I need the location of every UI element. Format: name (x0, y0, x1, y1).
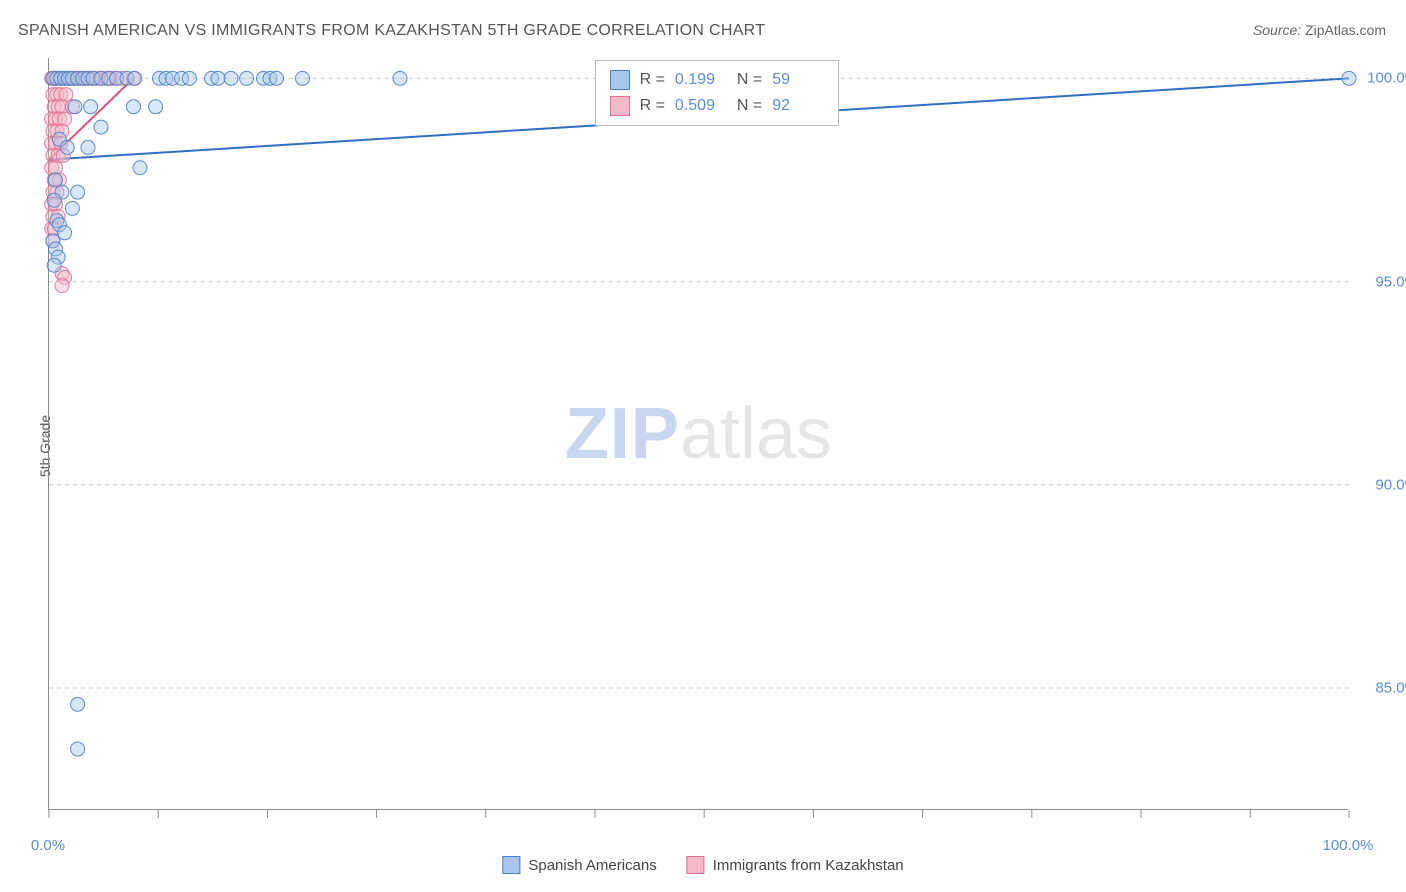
legend-label: Immigrants from Kazakhstan (713, 857, 904, 874)
legend-swatch (687, 856, 705, 874)
chart-svg (49, 58, 1348, 809)
source-label: Source: (1253, 22, 1301, 38)
y-tick-label: 85.0% (1375, 680, 1406, 697)
stat-n-value: 59 (772, 67, 824, 93)
x-tick-label: 100.0% (1323, 837, 1374, 854)
stat-n-value: 92 (772, 93, 824, 119)
stat-r-value: 0.199 (675, 67, 727, 93)
legend-bottom: Spanish Americans Immigrants from Kazakhs… (502, 856, 903, 874)
legend-item-kazakhstan: Immigrants from Kazakhstan (687, 856, 904, 874)
stat-swatch (610, 96, 630, 116)
stat-row-kazakhstan: R = 0.509 N = 92 (610, 93, 825, 119)
legend-swatch (502, 856, 520, 874)
stat-swatch (610, 70, 630, 90)
correlation-stat-box: R = 0.199 N = 59 R = 0.509 N = 92 (595, 60, 840, 126)
source-attribution: Source: ZipAtlas.com (1253, 22, 1386, 38)
stat-r-label: R = (640, 93, 665, 119)
y-tick-label: 90.0% (1375, 476, 1406, 493)
legend-item-spanish: Spanish Americans (502, 856, 656, 874)
stat-r-value: 0.509 (675, 93, 727, 119)
plot-area: ZIPatlas R =0.199N =59R =0.509N =92 85.0… (48, 58, 1348, 810)
legend-label: Spanish Americans (528, 857, 656, 874)
stat-r-label: R = (640, 67, 665, 93)
stat-n-label: N = (737, 93, 762, 119)
x-tick-label: 0.0% (31, 837, 65, 854)
y-tick-label: 95.0% (1375, 273, 1406, 290)
stat-row-spanish: R = 0.199 N = 59 (610, 67, 825, 93)
source-name: ZipAtlas.com (1305, 22, 1386, 38)
chart-title: SPANISH AMERICAN VS IMMIGRANTS FROM KAZA… (18, 22, 765, 40)
y-tick-label: 100.0% (1367, 70, 1406, 87)
stat-n-label: N = (737, 67, 762, 93)
